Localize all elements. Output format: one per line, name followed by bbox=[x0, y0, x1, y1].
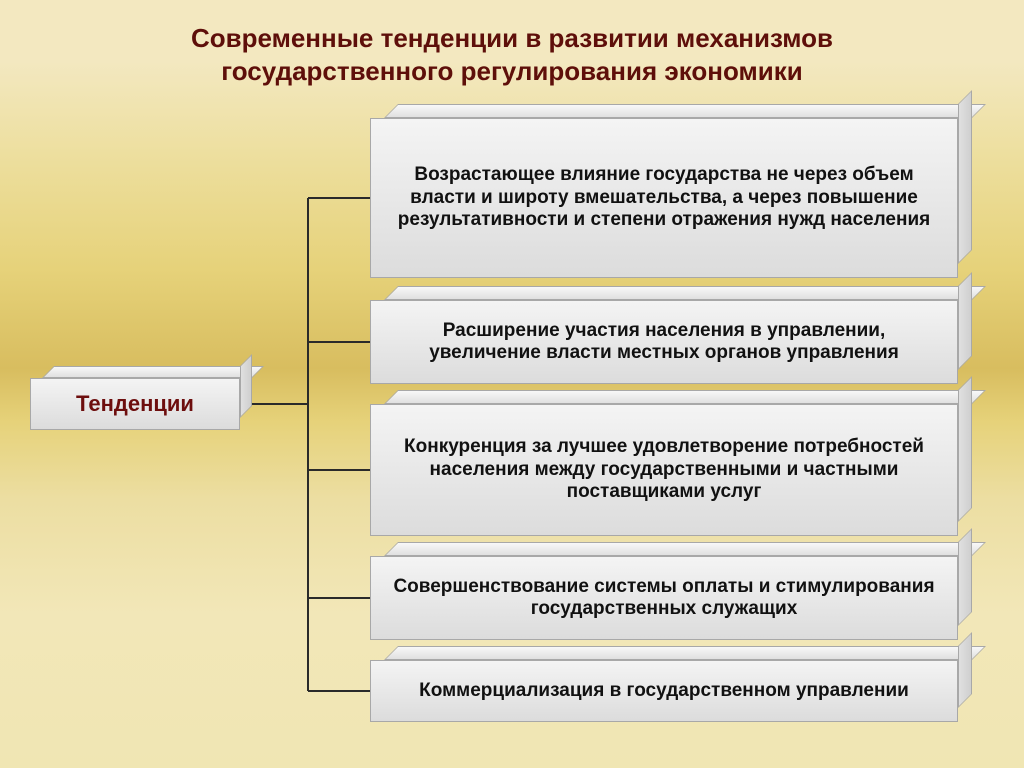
title-line-1: Современные тенденции в развитии механиз… bbox=[191, 23, 833, 53]
item-node-0: Возрастающее влияние государства не чере… bbox=[370, 118, 958, 278]
item-node-4: Коммерциализация в государственном управ… bbox=[370, 660, 958, 722]
root-node-label: Тенденции bbox=[30, 378, 240, 430]
item-node-3-label: Совершенствование системы оплаты и стиму… bbox=[370, 556, 958, 640]
item-node-3: Совершенствование системы оплаты и стиму… bbox=[370, 556, 958, 640]
diagram-title: Современные тенденции в развитии механиз… bbox=[0, 22, 1024, 87]
root-node: Тенденции bbox=[30, 378, 240, 430]
item-node-4-label: Коммерциализация в государственном управ… bbox=[370, 660, 958, 722]
item-node-1: Расширение участия населения в управлени… bbox=[370, 300, 958, 384]
item-node-2: Конкуренция за лучшее удовлетворение пот… bbox=[370, 404, 958, 536]
item-node-0-label: Возрастающее влияние государства не чере… bbox=[370, 118, 958, 278]
item-node-1-label: Расширение участия населения в управлени… bbox=[370, 300, 958, 384]
item-node-2-label: Конкуренция за лучшее удовлетворение пот… bbox=[370, 404, 958, 536]
title-line-2: государственного регулирования экономики bbox=[221, 56, 802, 86]
